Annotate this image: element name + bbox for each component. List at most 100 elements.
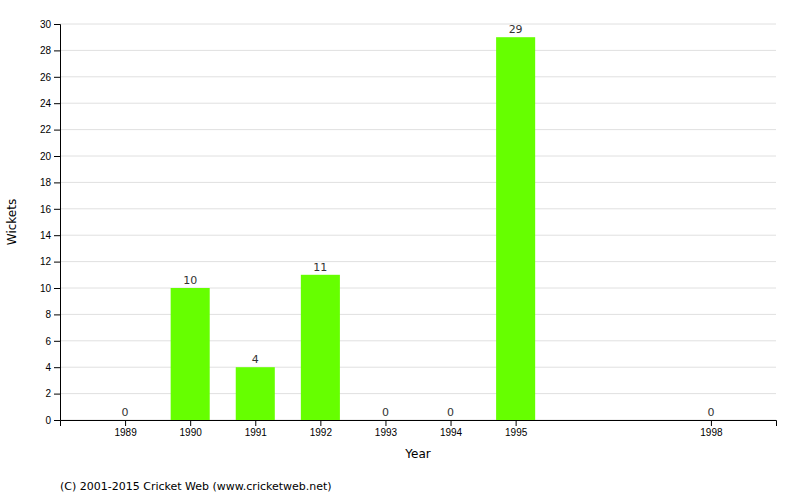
data-label: 4: [252, 353, 259, 366]
bar: [236, 367, 275, 420]
tick-mark: [190, 420, 191, 426]
tick: 6: [45, 336, 60, 347]
tick: 2: [45, 388, 60, 399]
tick: 1993: [375, 420, 398, 438]
grid-line: [60, 367, 776, 368]
tick: 1989: [114, 420, 137, 438]
tick: 8: [45, 309, 60, 320]
tick: 20: [40, 151, 60, 162]
tick-label: 1993: [375, 427, 398, 438]
tick-label: 1990: [180, 427, 203, 438]
bar: [496, 37, 535, 420]
bar: [431, 420, 470, 421]
bar: [171, 288, 210, 420]
tick-mark: [711, 420, 712, 426]
tick-mark: [385, 420, 386, 426]
tick: 1995: [505, 420, 528, 438]
data-label: 10: [183, 274, 197, 287]
tick: 4: [45, 362, 60, 373]
tick: 0: [45, 415, 60, 426]
grid-line: [60, 129, 776, 130]
tick-mark: [54, 314, 60, 315]
x-axis-title: Year: [404, 447, 430, 461]
tick-mark: [255, 420, 256, 426]
data-label: 29: [509, 23, 523, 36]
tick-mark: [516, 420, 517, 426]
tick-label: 12: [40, 256, 52, 267]
tick: 30: [40, 19, 60, 30]
data-labels: 0 10 4 11 0 0 29 0: [122, 23, 715, 419]
grid: [60, 24, 776, 420]
tick-mark: [54, 77, 60, 78]
tick: 24: [40, 98, 60, 109]
grid-line: [60, 393, 776, 394]
tick-mark: [54, 235, 60, 236]
tick-label: 10: [40, 283, 52, 294]
tick: 14: [40, 230, 60, 241]
tick: 18: [40, 177, 60, 188]
y-axis-title: Wickets: [5, 199, 19, 245]
bar: [691, 420, 730, 421]
tick-mark: [54, 182, 60, 183]
data-label: 11: [313, 261, 327, 274]
tick: 28: [40, 45, 60, 56]
tick: 22: [40, 124, 60, 135]
axis-line: [54, 25, 61, 421]
tick-mark: [125, 420, 126, 426]
plot: 0104110029019891990199119921993199419951…: [40, 19, 777, 438]
tick-label: 4: [45, 362, 51, 373]
tick-label: 18: [40, 177, 52, 188]
tick-mark: [54, 288, 60, 289]
tick-label: 14: [40, 230, 52, 241]
tick-mark: [54, 24, 60, 25]
tick-mark: [451, 420, 452, 426]
footer: (C) 2001-2015 Cricket Web (www.cricketwe…: [60, 480, 332, 493]
tick-mark: [54, 156, 60, 157]
bars: [171, 37, 536, 420]
grid-line: [60, 103, 776, 104]
tick-label: 1995: [505, 427, 528, 438]
tick-mark: [54, 367, 60, 368]
tick: 1992: [310, 420, 333, 438]
tick-label: 0: [45, 415, 51, 426]
tick-label: 24: [40, 98, 52, 109]
tick-mark: [54, 209, 60, 210]
tick-mark: [54, 262, 60, 263]
grid-line: [60, 208, 776, 209]
tick: 1994: [440, 420, 463, 438]
tick-label: 1989: [114, 427, 137, 438]
tick-label: 30: [40, 19, 52, 30]
tick-mark: [54, 341, 60, 342]
tick: 1998: [700, 420, 723, 438]
tick-label: 2: [45, 388, 51, 399]
data-label: 0: [122, 406, 129, 419]
tick: 10: [40, 283, 60, 294]
grid-line: [60, 24, 776, 25]
tick: 16: [40, 204, 60, 215]
grid-line: [60, 261, 776, 262]
grid-line: [60, 156, 776, 157]
tick-label: 1994: [440, 427, 463, 438]
grid-line: [60, 235, 776, 236]
tick-label: 1998: [700, 427, 723, 438]
tick-mark: [54, 420, 60, 421]
tick-mark: [54, 130, 60, 131]
tick-mark: [54, 50, 60, 51]
bar: [106, 420, 145, 421]
data-label: 0: [447, 406, 454, 419]
tick-label: 28: [40, 45, 52, 56]
grid-line: [60, 288, 776, 289]
tick-label: 20: [40, 151, 52, 162]
grid-line: [60, 314, 776, 315]
tick-label: 22: [40, 124, 52, 135]
tick: 26: [40, 72, 60, 83]
tick: 12: [40, 256, 60, 267]
grid-line: [60, 50, 776, 51]
axis-line: [61, 421, 777, 427]
tick-label: 8: [45, 309, 51, 320]
data-label: 0: [382, 406, 389, 419]
data-label: 0: [707, 406, 714, 419]
grid-line: [60, 76, 776, 77]
tick: 1990: [180, 420, 203, 438]
tick-mark: [320, 420, 321, 426]
